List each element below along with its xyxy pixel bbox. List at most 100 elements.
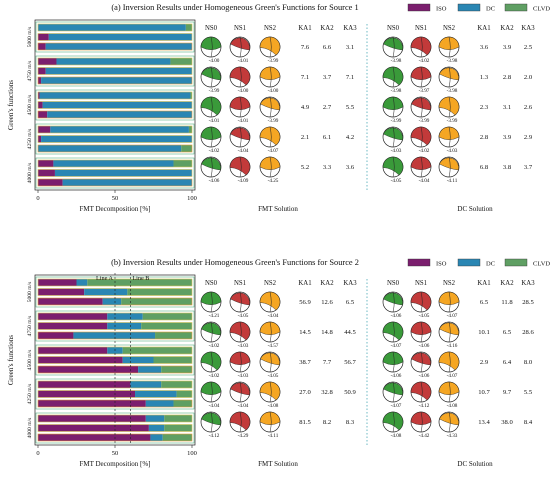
bar-dc <box>145 415 165 422</box>
bar-outline <box>37 135 193 143</box>
bar-dc <box>107 322 142 330</box>
bar-dc <box>45 43 193 50</box>
beachball-plane <box>269 351 272 373</box>
beachball-value: -4.04 <box>238 148 249 154</box>
bar-dc <box>76 279 88 286</box>
legend-label-dc: DC <box>486 6 495 13</box>
row-label: 4000 m/s <box>27 418 33 439</box>
beachball-value: -4.01 <box>238 118 249 124</box>
beachball-quadrant <box>382 321 404 341</box>
dc-beachball: -4.06 <box>410 351 432 379</box>
dc-ka-value: 2.8 <box>503 74 512 81</box>
bar-outline <box>37 178 193 187</box>
ka-value: 7.7 <box>323 359 332 366</box>
beachball-quadrant <box>259 66 281 80</box>
bar-clvd <box>87 279 192 286</box>
row-box <box>35 55 195 87</box>
fmt-header-ns2: NS2 <box>264 25 277 32</box>
beachball-plane <box>448 36 451 58</box>
beachball-plane <box>420 96 423 118</box>
ka-value: 14.8 <box>321 329 333 336</box>
beachball-quadrant <box>201 157 221 171</box>
bar-clvd <box>185 24 192 31</box>
beachball-quadrant <box>229 96 251 110</box>
bar-outline <box>37 76 193 85</box>
dc-ka-header-ka1: KA1 <box>477 25 490 32</box>
beachball-quadrant <box>382 66 404 86</box>
row-label: 5000 m/s <box>27 282 33 303</box>
beachball-plane <box>239 351 242 373</box>
ka-header-ka3: KA3 <box>343 280 357 287</box>
beachball-value: -3.99 <box>447 118 458 124</box>
beachball-plane <box>239 96 242 118</box>
fmt-beachball: -3.99 <box>259 36 281 64</box>
beachball-value: -4.02 <box>419 58 430 64</box>
beachball-value: -4.00 <box>238 88 249 94</box>
bar-dc <box>150 434 163 441</box>
beachball-quadrant <box>230 292 250 306</box>
ka-value: 3.6 <box>346 164 355 171</box>
fmt-beachball: -4.11 <box>259 411 281 439</box>
beachball-quadrant <box>382 351 404 365</box>
bar-outline <box>37 101 193 109</box>
beachball-plane <box>420 411 423 433</box>
beachball-quadrant <box>229 156 251 176</box>
beachball-quadrant <box>200 291 222 305</box>
fmt-beachball: -4.01 <box>200 96 222 124</box>
legend-label-dc: DC <box>486 261 495 268</box>
row-box <box>35 89 195 121</box>
dc-ka-value: 3.7 <box>524 164 533 171</box>
dc-ka-value: 5.5 <box>524 389 533 396</box>
dc-ka-value: 6.5 <box>503 329 512 336</box>
beachball-plane <box>269 411 272 433</box>
beachball-value: -4.03 <box>238 373 249 379</box>
bar-clvd <box>161 366 192 373</box>
x-axis-label: FMT Decomposition [%] <box>79 460 150 468</box>
dc-ka-value: 2.5 <box>524 44 533 51</box>
beachball-plane <box>448 291 451 313</box>
beachball-quadrant <box>200 351 222 371</box>
beachball-value: -4.07 <box>391 403 402 409</box>
beachball-value: -4.08 <box>391 433 402 439</box>
bar-iso <box>38 400 146 407</box>
beachball-plane <box>420 36 423 58</box>
beachball-value: -4.02 <box>209 373 220 379</box>
ka-header-ka2: KA2 <box>320 280 334 287</box>
ka-value: 8.3 <box>346 419 355 426</box>
dc-solution-label: DC Solution <box>457 460 493 468</box>
beachball-quadrant <box>410 321 432 335</box>
beachball-value: -4.01 <box>209 118 220 124</box>
bar-clvd <box>181 145 192 152</box>
fmt-beachball: -4.01 <box>229 96 251 124</box>
fmt-beachball: -4.29 <box>229 411 251 439</box>
panel-title: (b) Inversion Results under Homogeneous … <box>111 258 359 267</box>
beachball-plane <box>420 156 423 178</box>
beachball-value: -3.99 <box>391 118 402 124</box>
ka-value: 6.6 <box>323 44 332 51</box>
dc-beachball: -3.98 <box>382 36 404 64</box>
beachball-quadrant <box>439 67 459 81</box>
beachball-quadrant <box>411 352 431 366</box>
ka-value: 7.1 <box>346 74 354 81</box>
ka-value: 6.1 <box>323 134 331 141</box>
dc-header-ns2: NS2 <box>443 280 456 287</box>
bar-dc <box>107 313 143 320</box>
beachball-value: -3.99 <box>268 118 279 124</box>
beachball-value: -3.98 <box>391 88 402 94</box>
beachball-value: -4.21 <box>209 313 220 319</box>
beachball-quadrant <box>383 127 403 141</box>
bar-iso <box>38 67 46 75</box>
dc-beachball: -3.99 <box>382 96 404 124</box>
beachball-quadrant <box>383 292 403 306</box>
beachball-value: -4.02 <box>209 343 220 349</box>
bar-iso <box>38 322 108 330</box>
bar-dc <box>41 135 192 143</box>
bar-iso <box>38 288 85 296</box>
bar-iso <box>38 434 151 441</box>
ka-header-ka1: KA1 <box>298 25 311 32</box>
panel-a: (a) Inversion Results under Homogeneous … <box>7 3 550 213</box>
dc-beachball: -4.06 <box>382 291 404 319</box>
beachball-quadrant <box>410 411 432 425</box>
beachball-quadrant <box>410 36 432 56</box>
bar-clvd <box>161 381 192 388</box>
